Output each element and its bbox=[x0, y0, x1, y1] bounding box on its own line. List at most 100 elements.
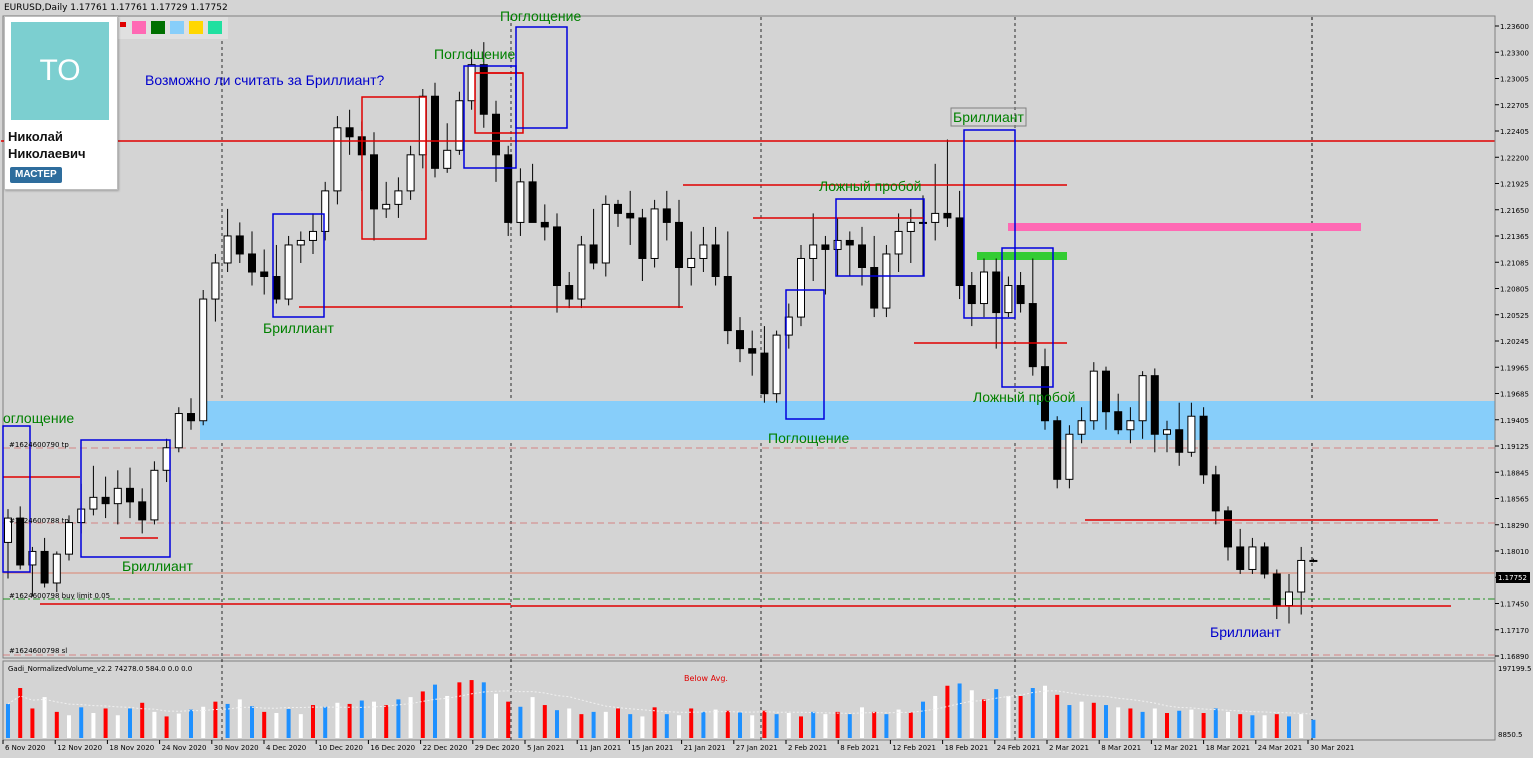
volume-bar bbox=[164, 716, 169, 738]
swatch-pink[interactable] bbox=[132, 21, 146, 34]
volume-bar bbox=[872, 711, 877, 738]
candle-body bbox=[1236, 546, 1245, 570]
candle-body bbox=[52, 553, 61, 584]
volume-bar bbox=[1006, 695, 1011, 738]
candle-body bbox=[943, 212, 952, 219]
volume-indicator-title: Gadi_NormalizedVolume_v2.2 74278.0 584.0… bbox=[8, 665, 192, 673]
pattern-box-blue bbox=[835, 198, 925, 277]
candle-body bbox=[1260, 546, 1269, 575]
volume-bar bbox=[201, 706, 206, 738]
x-tick-label: 24 Nov 2020 bbox=[162, 744, 207, 752]
volume-bar bbox=[811, 711, 816, 738]
candle-body bbox=[882, 253, 891, 309]
y-tick-label: 1.16890 bbox=[1500, 653, 1529, 661]
volume-bar bbox=[677, 715, 681, 738]
candle-body bbox=[1248, 546, 1257, 570]
volume-bar bbox=[738, 712, 742, 738]
candle-body bbox=[833, 239, 842, 250]
x-tick-label: 22 Dec 2020 bbox=[423, 744, 468, 752]
candle-body bbox=[28, 550, 37, 566]
volume-bar bbox=[1299, 714, 1304, 738]
candle-body bbox=[858, 244, 866, 268]
author-name[interactable]: Николай Николаевич bbox=[8, 129, 86, 161]
x-tick-label: 6 Nov 2020 bbox=[5, 744, 45, 752]
volume-bar bbox=[152, 711, 157, 738]
volume-bar bbox=[176, 713, 181, 738]
annotation-diamond: Бриллиант bbox=[953, 109, 1024, 125]
candle-body bbox=[516, 181, 525, 223]
candle-body bbox=[797, 257, 805, 318]
volume-bar bbox=[445, 695, 450, 738]
y-tick-label: 1.17170 bbox=[1500, 627, 1529, 635]
candle-body bbox=[1163, 429, 1171, 435]
y-tick-label: 1.20525 bbox=[1500, 312, 1529, 320]
volume-bar bbox=[1189, 709, 1194, 738]
candle-body bbox=[162, 447, 171, 471]
x-tick-label: 18 Feb 2021 bbox=[945, 744, 989, 752]
candle-body bbox=[1138, 375, 1147, 422]
candle-body bbox=[1065, 433, 1074, 480]
x-tick-label: 15 Jan 2021 bbox=[631, 744, 673, 752]
y-tick-label: 1.22405 bbox=[1500, 128, 1529, 136]
volume-bar bbox=[616, 708, 620, 738]
volume-bar bbox=[225, 703, 230, 738]
x-tick-label: 27 Jan 2021 bbox=[736, 744, 778, 752]
x-tick-label: 12 Nov 2020 bbox=[57, 744, 102, 752]
volume-bar bbox=[1152, 708, 1157, 738]
volume-bar bbox=[481, 682, 486, 738]
candle-body bbox=[199, 298, 208, 422]
volume-bar bbox=[933, 695, 938, 738]
volume-bar bbox=[908, 712, 913, 738]
volume-bar bbox=[1274, 714, 1279, 738]
y-tick-label: 1.21925 bbox=[1500, 181, 1529, 189]
volume-bar bbox=[1201, 713, 1206, 738]
candle-body bbox=[4, 517, 12, 543]
volume-bar bbox=[701, 711, 706, 738]
candle-body bbox=[174, 413, 183, 449]
volume-bar bbox=[347, 703, 352, 738]
y-tick-label: 1.21085 bbox=[1500, 259, 1529, 267]
candle-body bbox=[638, 217, 647, 259]
order-label: #1624600788 tp bbox=[9, 517, 69, 525]
swatch-yellow[interactable] bbox=[189, 21, 203, 34]
volume-bar bbox=[835, 711, 840, 738]
candle-body bbox=[589, 244, 598, 264]
candle-body bbox=[711, 244, 720, 278]
swatch-lightblue[interactable] bbox=[170, 21, 184, 34]
candle-body bbox=[101, 496, 110, 505]
candle-body bbox=[1211, 474, 1220, 512]
author-card[interactable]: TO Николай Николаевич МАСТЕР bbox=[4, 16, 118, 190]
pattern-box-red bbox=[474, 72, 524, 134]
candle-body bbox=[736, 330, 744, 350]
candle-body bbox=[528, 181, 537, 223]
candle-body bbox=[16, 517, 25, 566]
swatch-red[interactable] bbox=[120, 22, 126, 27]
volume-bar bbox=[750, 715, 755, 738]
volume-bar bbox=[921, 701, 925, 738]
candle-body bbox=[138, 501, 147, 521]
y-tick-label: 1.22705 bbox=[1500, 102, 1529, 110]
swatch-teal[interactable] bbox=[208, 21, 222, 34]
volume-bar bbox=[298, 714, 303, 738]
x-tick-label: 11 Jan 2021 bbox=[579, 744, 621, 752]
x-tick-label: 12 Mar 2021 bbox=[1153, 744, 1197, 752]
current-price-label: 1.17752 bbox=[1498, 574, 1527, 582]
volume-bar bbox=[469, 680, 474, 738]
volume-bar bbox=[433, 684, 437, 738]
pattern-box-blue bbox=[785, 289, 825, 420]
pink-zone bbox=[1008, 223, 1361, 231]
volume-bar bbox=[311, 705, 315, 738]
volume-bar bbox=[457, 682, 462, 738]
y-tick-label: 1.18845 bbox=[1500, 469, 1529, 477]
candle-body bbox=[1309, 559, 1318, 562]
volume-bar bbox=[1116, 707, 1121, 738]
candle-body bbox=[1126, 420, 1135, 431]
volume-bar bbox=[1165, 713, 1169, 738]
candle-body bbox=[479, 64, 488, 115]
annotation-engulfing: Поглощение bbox=[768, 430, 849, 446]
candle-body bbox=[187, 413, 195, 422]
annotation-false-breakout: Ложный пробой bbox=[973, 389, 1075, 405]
swatch-green[interactable] bbox=[151, 21, 165, 34]
volume-bar bbox=[1262, 715, 1267, 738]
